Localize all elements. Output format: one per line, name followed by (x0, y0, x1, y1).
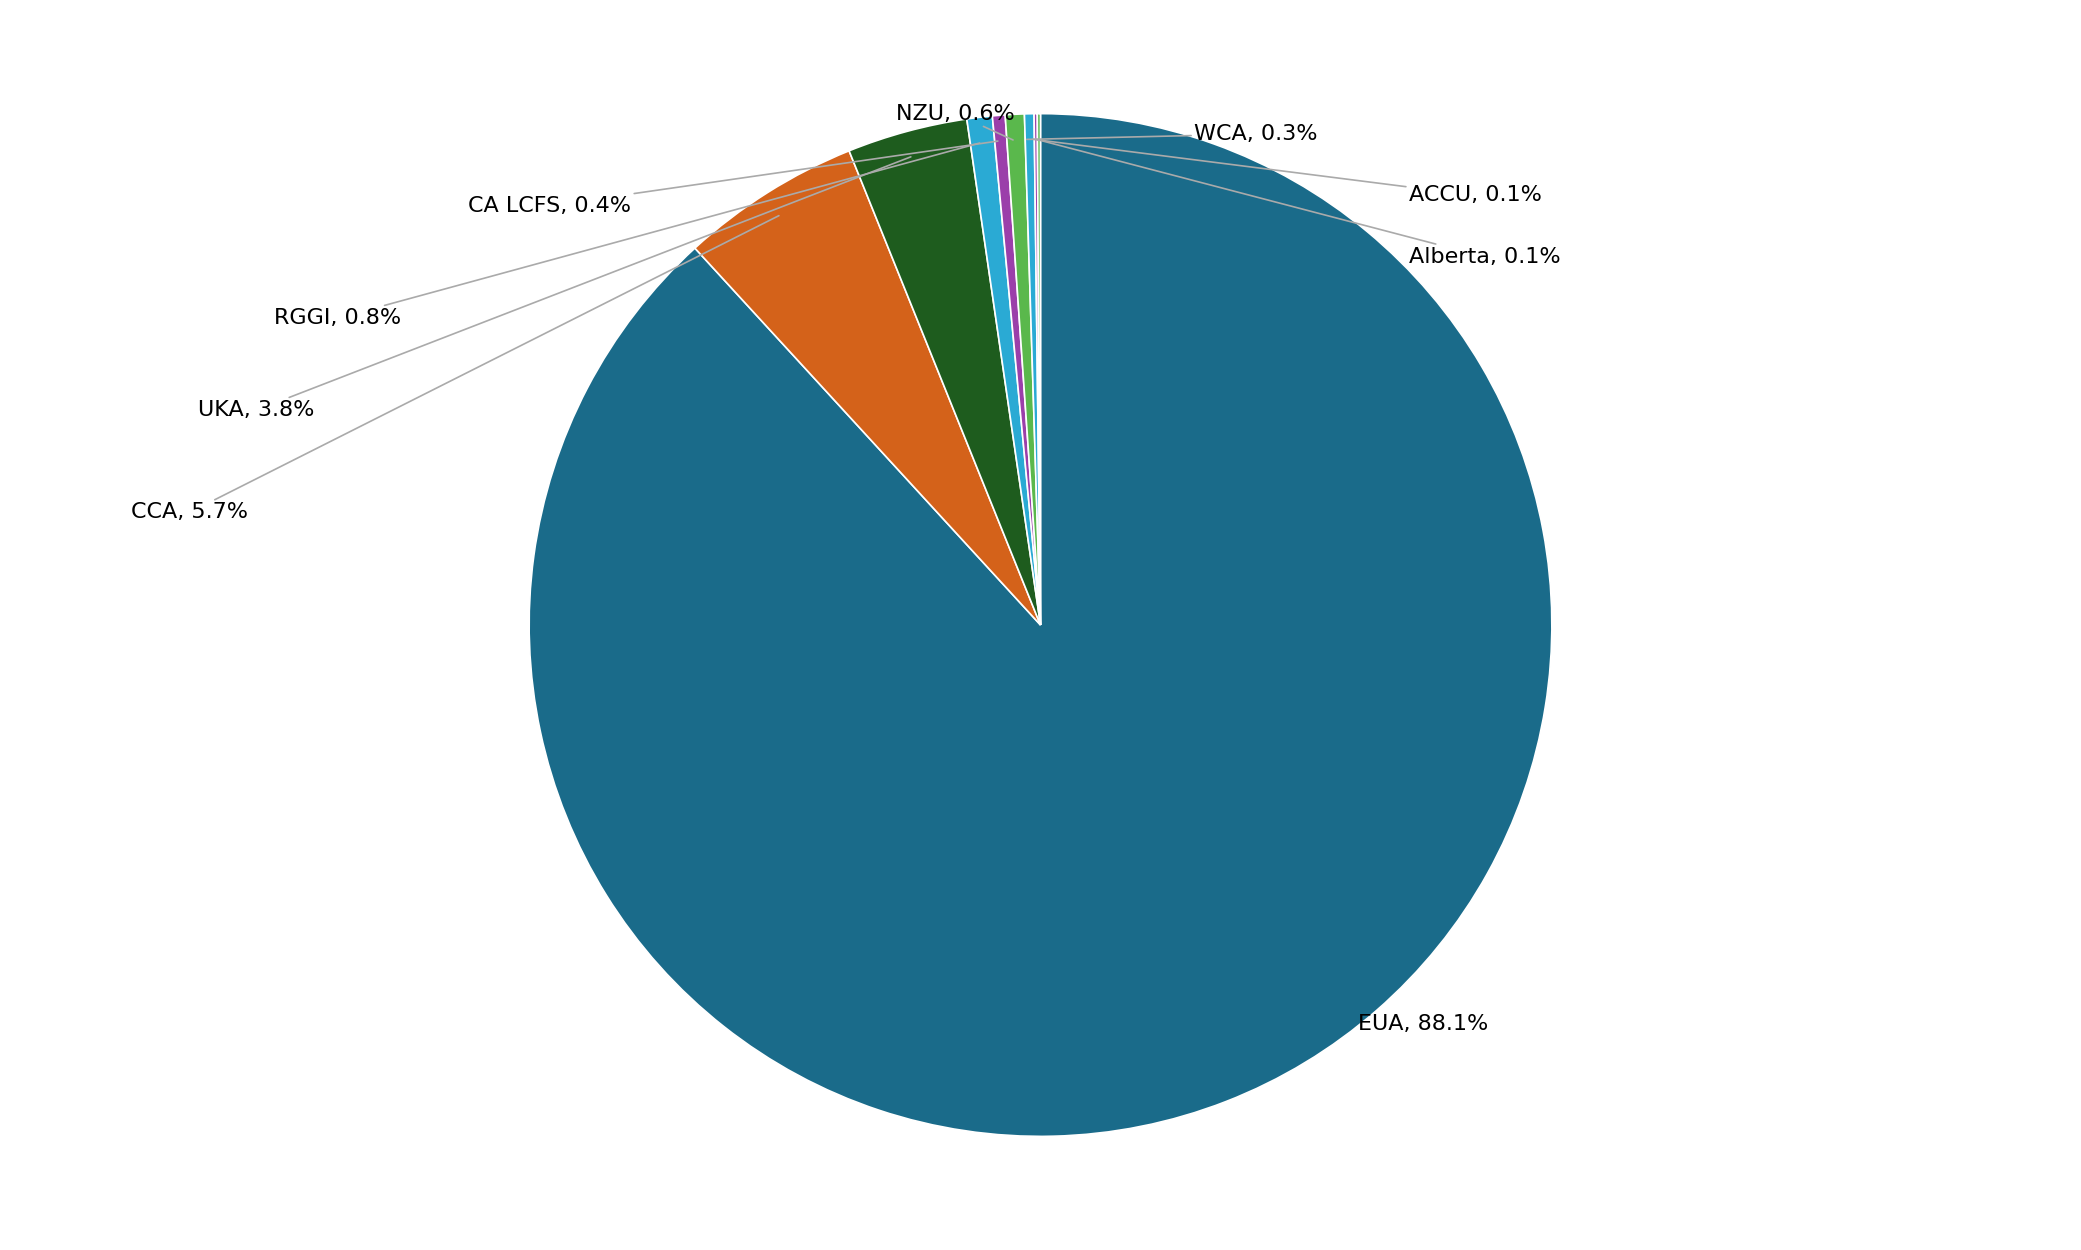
Text: NZU, 0.6%: NZU, 0.6% (897, 104, 1016, 140)
Text: CCA, 5.7%: CCA, 5.7% (131, 216, 778, 522)
Wedge shape (1036, 114, 1040, 625)
Wedge shape (1024, 114, 1040, 625)
Text: RGGI, 0.8%: RGGI, 0.8% (275, 142, 980, 329)
Wedge shape (993, 115, 1040, 625)
Wedge shape (849, 119, 1040, 625)
Text: Alberta, 0.1%: Alberta, 0.1% (1036, 139, 1561, 266)
Text: WCA, 0.3%: WCA, 0.3% (1026, 124, 1317, 144)
Wedge shape (695, 151, 1040, 625)
Wedge shape (529, 114, 1552, 1136)
Wedge shape (968, 116, 1040, 625)
Wedge shape (1034, 114, 1040, 625)
Text: CA LCFS, 0.4%: CA LCFS, 0.4% (468, 141, 997, 216)
Wedge shape (1005, 114, 1040, 625)
Text: UKA, 3.8%: UKA, 3.8% (198, 156, 911, 420)
Text: ACCU, 0.1%: ACCU, 0.1% (1032, 139, 1542, 205)
Text: EUA, 88.1%: EUA, 88.1% (1357, 1014, 1488, 1034)
